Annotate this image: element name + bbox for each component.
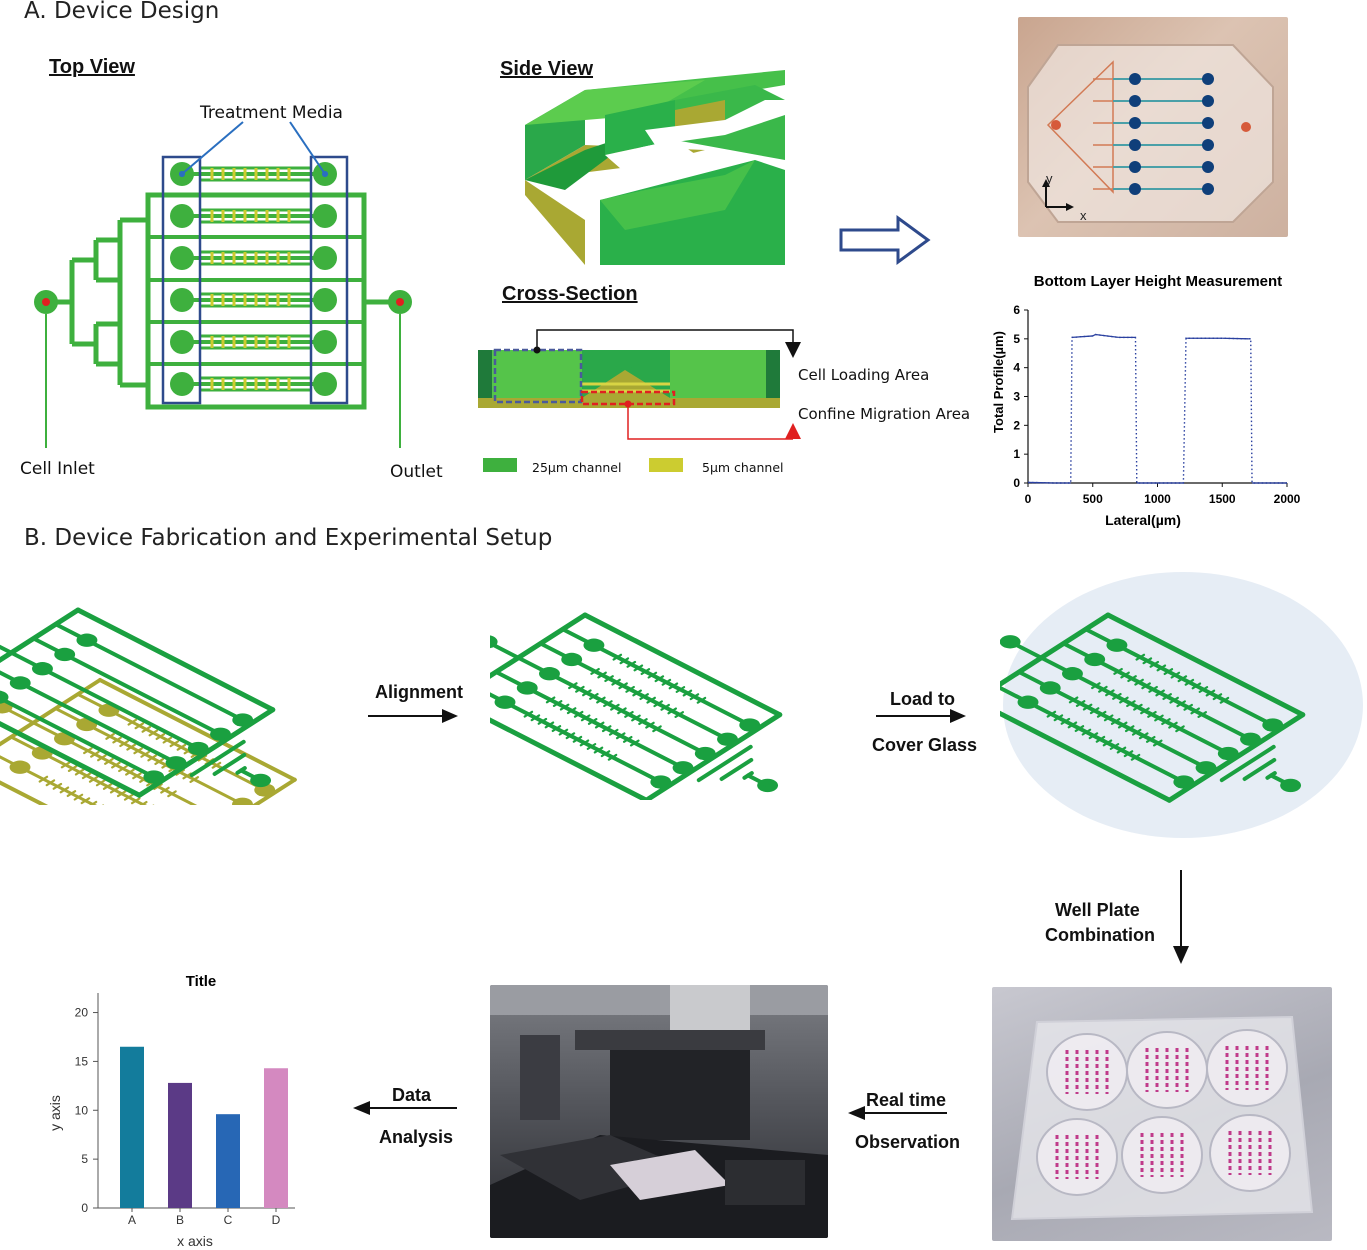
bar-chart-x-tick-label: A (128, 1213, 136, 1227)
side-view-title: Side View (500, 58, 594, 80)
combination-label: Combination (1045, 925, 1155, 945)
height-chart-xlabel: Lateral(µm) (1105, 512, 1181, 528)
right-arrow-icon (839, 215, 931, 265)
analysis-label: Analysis (379, 1127, 454, 1147)
bar-chart-x-tick-label: B (176, 1213, 184, 1227)
confine-migration-area-label: Confine Migration Area (798, 405, 971, 423)
height-chart-series-line (1027, 333, 1287, 484)
cell-loading-area-label: Cell Loading Area (798, 366, 930, 384)
legend-swatch-25 (483, 458, 517, 472)
bar-chart-y-tick-label: 20 (75, 1006, 89, 1020)
microscope-photo (490, 985, 828, 1238)
arrow-down-icon (1173, 870, 1189, 964)
real-time-label: Real time (866, 1090, 947, 1110)
observation-label: Observation (855, 1132, 961, 1152)
bar-d (264, 1068, 288, 1208)
section-a-title: A. Device Design (24, 0, 220, 24)
top-view-diagram (34, 121, 412, 448)
height-chart: Bottom Layer Height Measurement Lateral(… (991, 273, 1301, 528)
legend-swatch-5 (649, 458, 683, 472)
photo-axis-y: y (1046, 171, 1053, 186)
bar-chart-y-tick-label: 10 (75, 1103, 89, 1117)
height-chart-y-tick-label: 2 (1013, 418, 1020, 432)
side-view-diagram (525, 70, 785, 265)
bar-chart: Title x axis y axis 0 5 10 15 20 A B C D (47, 973, 295, 1249)
height-chart-y-tick-label: 1 (1013, 447, 1020, 461)
height-chart-series-segment (1092, 333, 1096, 337)
arrow-right-alignment-icon (368, 709, 458, 723)
bar-chart-xlabel: x axis (177, 1233, 213, 1249)
cover-glass-label: Cover Glass (872, 735, 978, 755)
height-chart-x-tick-label: 0 (1025, 492, 1032, 506)
height-chart-series-segment (1222, 337, 1249, 340)
height-chart-y-tick-label: 0 (1013, 476, 1020, 490)
height-chart-ylabel: Total Profile(µm) (991, 331, 1006, 433)
cross-section-title: Cross-Section (502, 283, 638, 305)
height-chart-x-tick-label: 1000 (1144, 492, 1171, 506)
legend-25-label: 25µm channel (532, 460, 622, 475)
height-chart-x-tick-label: 1500 (1209, 492, 1236, 506)
height-chart-x-tick-label: 500 (1083, 492, 1103, 506)
well-plate-label: Well Plate (1055, 900, 1140, 920)
treatment-media-label: Treatment Media (200, 103, 343, 123)
device-photo: y x (1018, 17, 1288, 237)
cross-section-diagram (478, 329, 801, 440)
well-plate-photo (992, 987, 1332, 1241)
aligned-device-diagram (490, 612, 783, 800)
arrow-left-realtime-icon (848, 1106, 947, 1120)
outlet-label: Outlet (390, 462, 443, 482)
bar-c (216, 1114, 240, 1208)
height-chart-y-tick-label: 6 (1013, 303, 1020, 317)
bar-chart-x-tick-label: C (224, 1213, 233, 1227)
stacked-layers-diagram (0, 607, 297, 805)
top-view-title: Top View (49, 56, 135, 78)
height-chart-series-segment (1095, 333, 1119, 339)
bar-chart-y-tick-label: 15 (75, 1054, 89, 1068)
data-label: Data (392, 1085, 432, 1105)
arrow-left-data-icon (353, 1101, 457, 1115)
height-chart-x-tick-label: 2000 (1274, 492, 1301, 506)
legend-5-label: 5µm channel (702, 460, 784, 475)
photo-axis-x: x (1080, 208, 1087, 223)
height-chart-y-tick-label: 3 (1013, 390, 1020, 404)
bar-a (120, 1046, 144, 1208)
bar-chart-y-tick-label: 5 (81, 1152, 88, 1166)
alignment-label: Alignment (375, 682, 463, 702)
bar-b (168, 1082, 192, 1208)
bar-chart-x-tick-label: D (272, 1213, 281, 1227)
height-chart-y-tick-label: 4 (1013, 361, 1020, 375)
height-chart-title: Bottom Layer Height Measurement (1034, 273, 1282, 290)
height-chart-series-segment (1071, 335, 1093, 339)
height-chart-y-tick-label: 5 (1013, 332, 1020, 346)
bar-chart-title: Title (186, 973, 217, 990)
load-to-label: Load to (890, 689, 955, 709)
bar-chart-ylabel: y axis (47, 1095, 63, 1131)
section-b-title: B. Device Fabrication and Experimental S… (24, 525, 553, 551)
cover-glass-diagram (1000, 572, 1363, 838)
cell-inlet-label: Cell Inlet (20, 459, 95, 479)
bar-chart-y-tick-label: 0 (81, 1201, 88, 1215)
arrow-right-load-icon (876, 709, 966, 723)
